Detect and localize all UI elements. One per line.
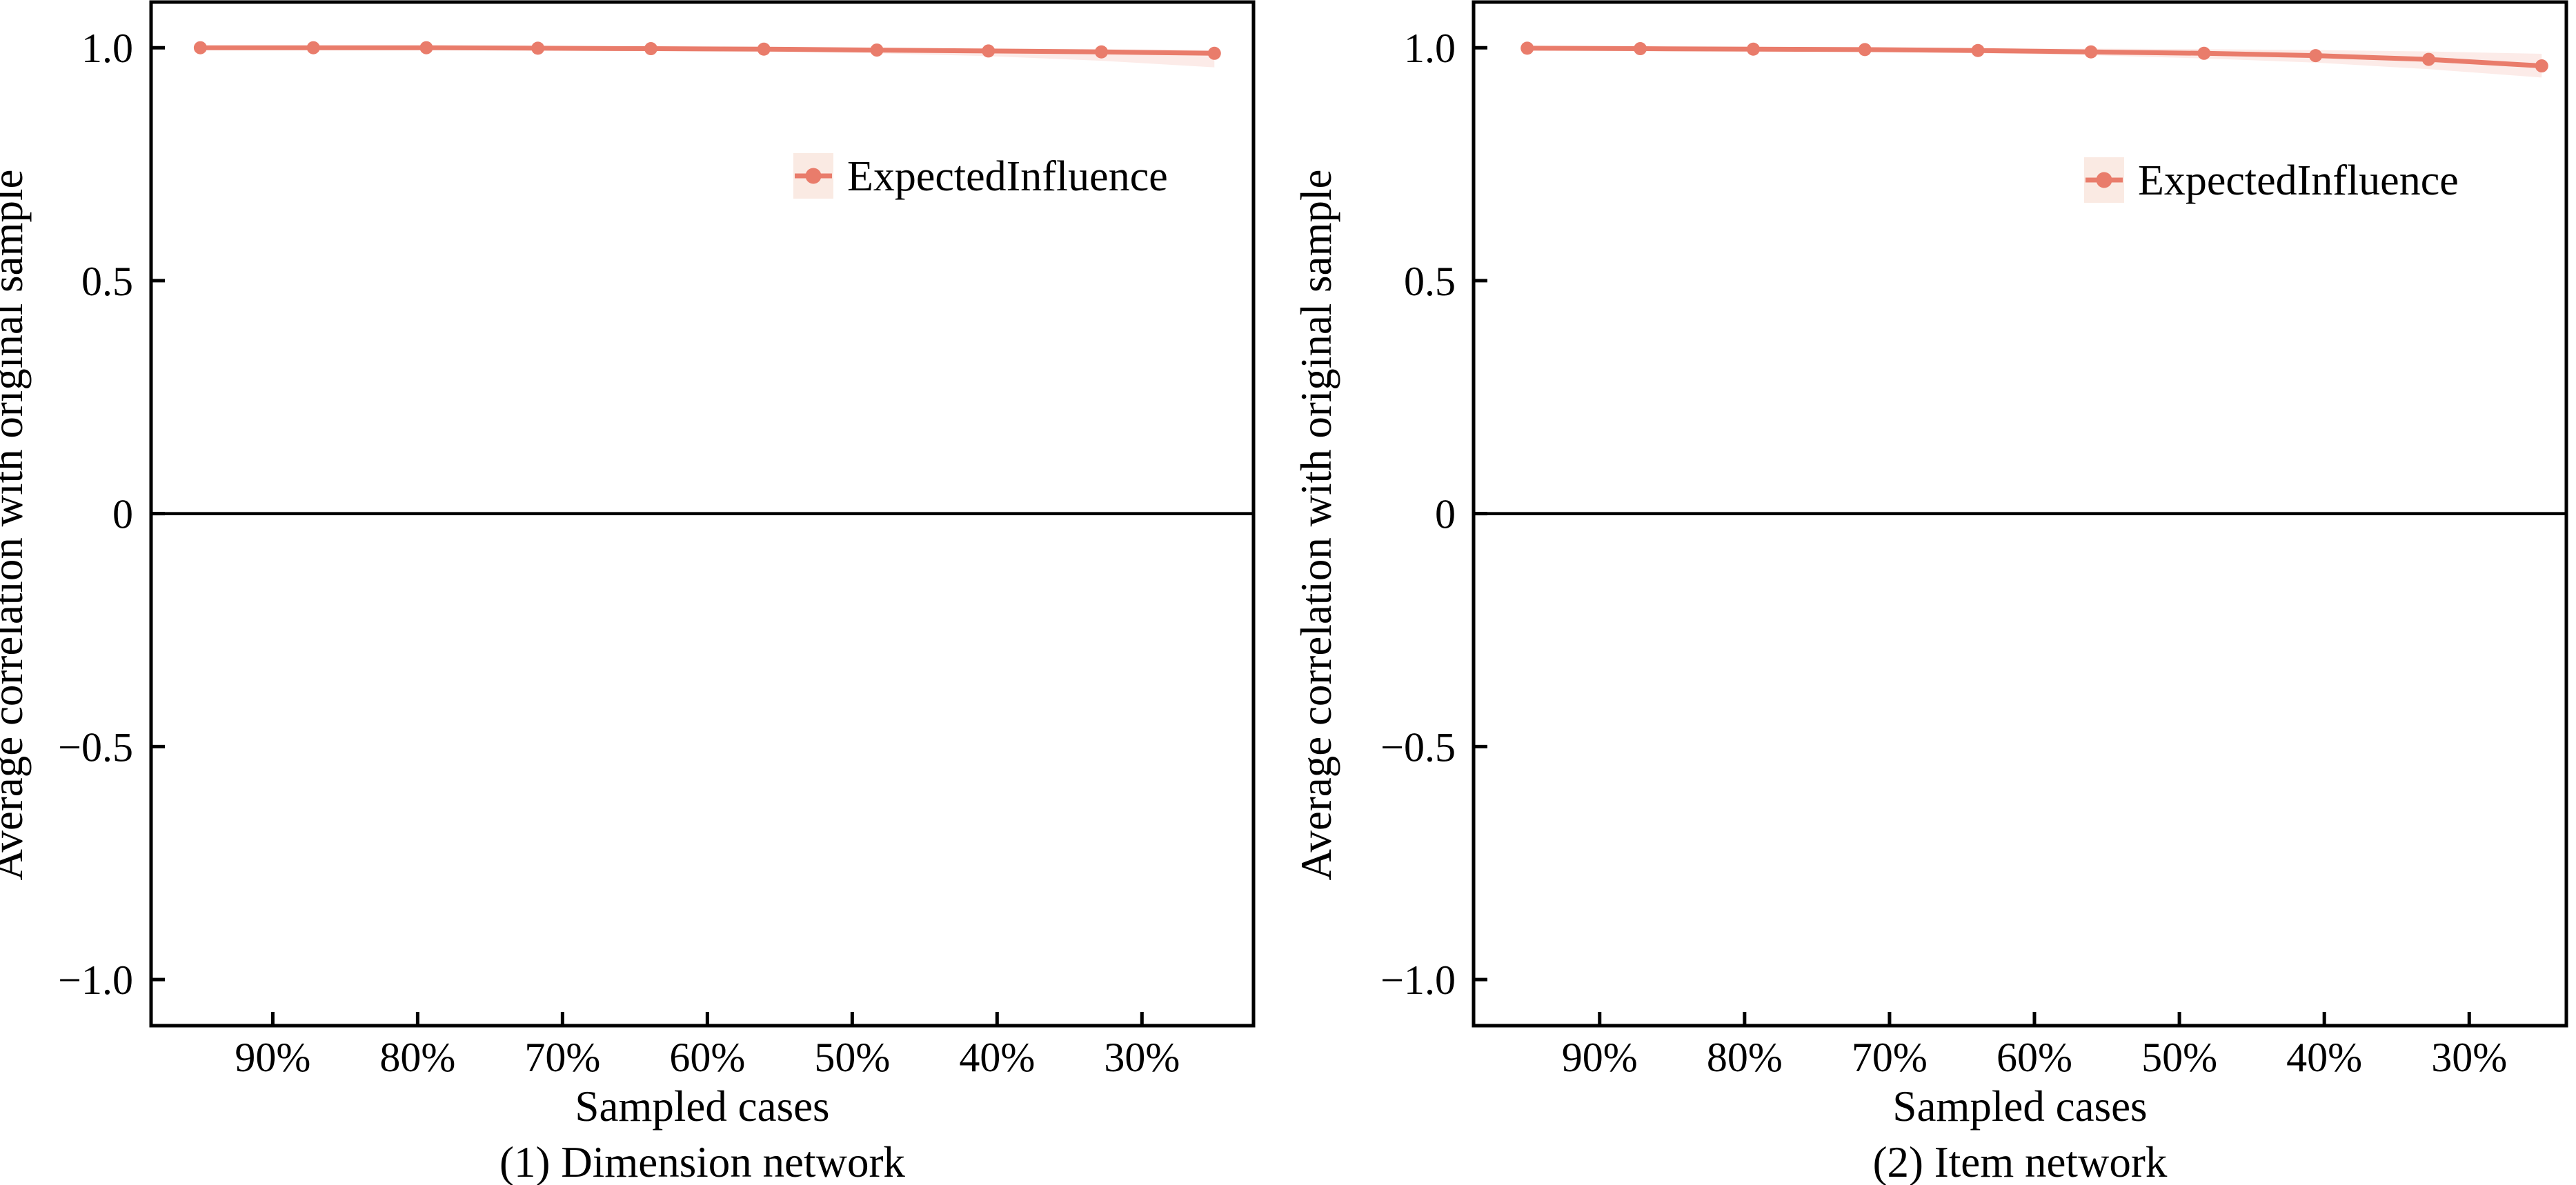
data-point-marker	[419, 41, 433, 54]
y-axis-title: Average correlation with original sample	[0, 170, 32, 881]
expected-influence-line	[200, 45, 1215, 56]
data-point-marker	[1971, 43, 1985, 57]
expected-influence-line	[1527, 46, 2542, 69]
x-tick-label: 40%	[2286, 1035, 2362, 1080]
data-point-marker	[2084, 45, 2098, 59]
data-point-marker	[644, 42, 657, 56]
data-point-marker	[757, 42, 771, 56]
plot-render-layer: 90% 80% 70% 60% 50% 40% 30% 1.0 0.5 0 −0.5 −1.0	[58, 0, 1256, 1080]
item-network-plot: 90% 80% 70% 60% 50% 40% 30% 1.0 0.5 0 −0.5 −1.0 Exp…	[1292, 0, 2568, 1185]
legend-marker-dot	[805, 168, 822, 184]
y-tick-label: 0	[1435, 492, 1456, 537]
x-tick-label: 50%	[2141, 1035, 2217, 1080]
dimension-network-plot: 90% 80% 70% 60% 50% 40% 30% 1.0 0.5 0 −0.5 −1.0 Exp…	[0, 0, 1256, 1185]
y-tick-label: 0.5	[81, 259, 133, 304]
legend-label: ExpectedInfluence	[847, 153, 1168, 200]
y-tick-label: 1.0	[81, 26, 133, 71]
x-axis-title: Sampled cases	[1892, 1082, 2147, 1131]
data-point-marker	[1746, 42, 1760, 56]
y-tick-label: −0.5	[1380, 724, 1456, 770]
data-point-marker	[1520, 41, 1534, 55]
panel-dimension-network: 90% 80% 70% 60% 50% 40% 30% 1.0 0.5 0 −0.5 −1.0 Exp…	[0, 0, 1256, 1185]
data-point-marker	[306, 41, 320, 54]
x-tick-label: 70%	[524, 1035, 600, 1080]
y-tick-label: 0.5	[1404, 259, 1456, 304]
x-tick-label: 80%	[1707, 1035, 1783, 1080]
legend: ExpectedInfluence	[2084, 157, 2459, 204]
y-axis-title: Average correlation with original sample	[1292, 170, 1340, 881]
data-point-marker	[2421, 52, 2435, 66]
data-point-marker	[1207, 46, 1221, 60]
data-point-marker	[2309, 49, 2323, 63]
y-tick-label: −0.5	[58, 724, 133, 770]
y-tick-label: 0	[112, 492, 133, 537]
y-tick-label: −1.0	[58, 957, 133, 1003]
data-point-marker	[982, 44, 995, 58]
chart-caption: (2) Item network	[1873, 1138, 2168, 1185]
x-tick-label: 30%	[2431, 1035, 2507, 1080]
legend-marker-dot	[2096, 172, 2112, 188]
x-tick-label: 60%	[669, 1035, 745, 1080]
plot-render-layer: 90% 80% 70% 60% 50% 40% 30% 1.0 0.5 0 −0.5 −1.0	[1380, 0, 2568, 1080]
x-tick-label: 50%	[814, 1035, 890, 1080]
x-tick-label: 60%	[1997, 1035, 2072, 1080]
x-tick-label: 80%	[379, 1035, 455, 1080]
data-point-marker	[1095, 45, 1109, 59]
y-tick-label: −1.0	[1380, 957, 1456, 1003]
legend: ExpectedInfluence	[793, 153, 1168, 200]
x-tick-label: 90%	[1562, 1035, 1638, 1080]
x-tick-label: 70%	[1852, 1035, 1928, 1080]
data-point-marker	[531, 41, 545, 55]
chart-caption: (1) Dimension network	[499, 1138, 905, 1185]
legend-label: ExpectedInfluence	[2138, 157, 2459, 204]
data-point-marker	[193, 41, 207, 54]
data-point-marker	[2535, 59, 2548, 73]
data-point-marker	[1858, 43, 1872, 57]
data-point-marker	[1634, 42, 1647, 56]
y-tick-label: 1.0	[1404, 26, 1456, 71]
panel-border	[1472, 0, 2568, 1028]
x-tick-label: 90%	[235, 1035, 310, 1080]
panel-border	[149, 0, 1256, 1028]
x-axis-title: Sampled cases	[575, 1082, 829, 1131]
panel-item-network: 90% 80% 70% 60% 50% 40% 30% 1.0 0.5 0 −0.5 −1.0 Exp…	[1288, 0, 2576, 1185]
data-point-marker	[870, 43, 884, 57]
x-tick-label: 40%	[959, 1035, 1035, 1080]
x-tick-label: 30%	[1104, 1035, 1180, 1080]
data-point-marker	[2197, 46, 2211, 60]
